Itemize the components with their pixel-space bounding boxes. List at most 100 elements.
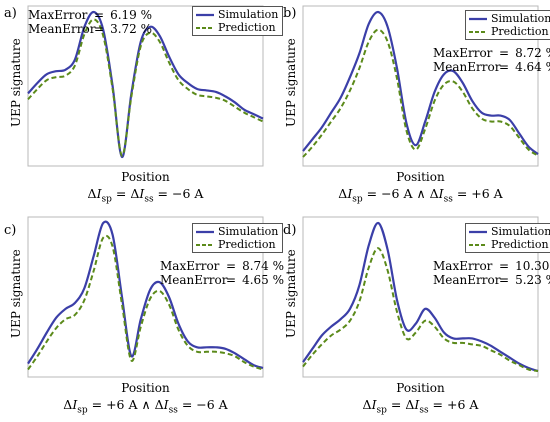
legend-swatch-prediction — [469, 30, 487, 33]
legend-item-simulation: Simulation — [469, 225, 550, 238]
mean-error-row: MeanError = 3.72 % — [28, 22, 152, 36]
error-summary: MaxError = 10.30 % MeanError= 5.23 % — [433, 259, 550, 287]
legend-swatch-simulation — [196, 13, 214, 16]
plot-area — [27, 216, 264, 378]
y-axis-label: UEP signature — [284, 249, 298, 338]
legend-swatch-prediction — [196, 243, 214, 246]
x-axis-label: Position — [121, 381, 170, 395]
legend-swatch-simulation — [196, 230, 214, 233]
simulation-line — [302, 10, 539, 155]
legend: Simulation Prediction — [465, 223, 550, 253]
mean-error-label: MeanError — [433, 273, 501, 287]
panel-letter: b) — [283, 6, 297, 21]
prediction-line — [302, 28, 539, 158]
y-axis-label: UEP signature — [9, 249, 23, 338]
prediction-line — [302, 247, 539, 372]
legend-label: Simulation — [218, 225, 279, 238]
y-axis-label: UEP signature — [284, 38, 298, 127]
mean-error-value: 4.64 % — [515, 60, 550, 74]
legend-label: Prediction — [218, 238, 276, 251]
equals-sign: = — [226, 273, 237, 287]
max-error-row: MaxError = 8.72 % — [433, 46, 550, 60]
y-axis-label: UEP signature — [9, 38, 23, 127]
condition-label: ΔIsp = ΔIss = −6 A — [87, 186, 204, 205]
plot-frame — [27, 216, 264, 378]
legend-label: Prediction — [491, 25, 549, 38]
legend: Simulation Prediction — [192, 223, 284, 253]
legend-swatch-simulation — [469, 17, 487, 20]
simulation-line — [302, 221, 539, 373]
panel-letter: c) — [4, 223, 17, 238]
legend-label: Prediction — [491, 238, 549, 251]
plot-frame — [302, 5, 539, 167]
plot-frame — [27, 5, 264, 167]
equals-sign: = — [94, 22, 105, 36]
legend-item-simulation: Simulation — [196, 8, 278, 21]
legend: Simulation Prediction — [192, 6, 284, 36]
legend-swatch-simulation — [469, 230, 487, 233]
condition-label: ΔIsp = −6 A ∧ ΔIss = +6 A — [338, 186, 503, 205]
max-error-label: MaxError — [433, 259, 493, 273]
legend-item-prediction: Prediction — [469, 238, 550, 251]
prediction-line — [27, 18, 264, 157]
equals-sign: = — [499, 46, 510, 60]
mean-error-label: MeanError — [160, 273, 228, 287]
legend-item-simulation: Simulation — [196, 225, 278, 238]
legend-label: Simulation — [491, 225, 550, 238]
equals-sign: = — [499, 60, 510, 74]
legend-item-prediction: Prediction — [469, 25, 550, 38]
mean-error-label: MeanError — [28, 22, 96, 36]
legend-label: Simulation — [491, 12, 550, 25]
simulation-line — [27, 10, 264, 159]
legend-item-prediction: Prediction — [196, 238, 278, 251]
max-error-label: MaxError — [433, 46, 493, 60]
legend-swatch-prediction — [196, 26, 214, 29]
mean-error-label: MeanError — [433, 60, 501, 74]
equals-sign: = — [226, 259, 237, 273]
legend-label: Prediction — [218, 21, 276, 34]
error-summary: MaxError = 8.72 % MeanError= 4.64 % — [433, 46, 550, 74]
mean-error-value: 4.65 % — [242, 273, 284, 287]
x-axis-label: Position — [121, 170, 170, 184]
max-error-value: 10.30 % — [515, 259, 550, 273]
error-summary: MaxError = 6.19 % MeanError = 3.72 % — [28, 8, 152, 36]
condition-label: ΔIsp = ΔIss = +6 A — [362, 397, 479, 416]
legend: Simulation Prediction — [465, 10, 550, 40]
legend-label: Simulation — [218, 8, 279, 21]
max-error-value: 8.74 % — [242, 259, 284, 273]
x-axis-label: Position — [396, 381, 445, 395]
panel-c: c) UEP signature Position ΔIsp = +6 A ∧ ΔIs… — [0, 211, 284, 422]
plot-area — [302, 5, 539, 167]
max-error-row: MaxError = 8.74 % — [160, 259, 284, 273]
equals-sign: = — [94, 8, 105, 22]
equals-sign: = — [499, 259, 510, 273]
mean-error-row: MeanError= 4.64 % — [433, 60, 550, 74]
legend-item-simulation: Simulation — [469, 12, 550, 25]
panel-b: b) UEP signature Position ΔIsp = −6 A ∧ ΔIs… — [275, 0, 550, 211]
plot-area — [27, 5, 264, 167]
panel-d: d) UEP signature Position ΔIsp = ΔIss = +6 … — [275, 211, 550, 422]
max-error-row: MaxError = 10.30 % — [433, 259, 550, 273]
max-error-value: 8.72 % — [515, 46, 550, 60]
legend-swatch-prediction — [469, 243, 487, 246]
plot-area — [302, 216, 539, 378]
panel-letter: a) — [4, 6, 17, 21]
prediction-line — [27, 234, 264, 371]
plot-frame — [302, 216, 539, 378]
max-error-value: 6.19 % — [110, 8, 152, 22]
condition-label: ΔIsp = +6 A ∧ ΔIss = −6 A — [63, 397, 228, 416]
max-error-row: MaxError = 6.19 % — [28, 8, 152, 22]
mean-error-row: MeanError = 4.65 % — [160, 273, 284, 287]
panel-letter: d) — [283, 223, 297, 238]
x-axis-label: Position — [396, 170, 445, 184]
max-error-label: MaxError — [28, 8, 88, 22]
mean-error-value: 5.23 % — [515, 273, 550, 287]
simulation-line — [27, 220, 264, 370]
error-summary: MaxError = 8.74 % MeanError = 4.65 % — [160, 259, 284, 287]
legend-item-prediction: Prediction — [196, 21, 278, 34]
max-error-label: MaxError — [160, 259, 220, 273]
mean-error-value: 3.72 % — [110, 22, 152, 36]
equals-sign: = — [499, 273, 510, 287]
panel-a: a) UEP signature Position ΔIsp = ΔIss = −6 … — [0, 0, 284, 211]
mean-error-row: MeanError= 5.23 % — [433, 273, 550, 287]
